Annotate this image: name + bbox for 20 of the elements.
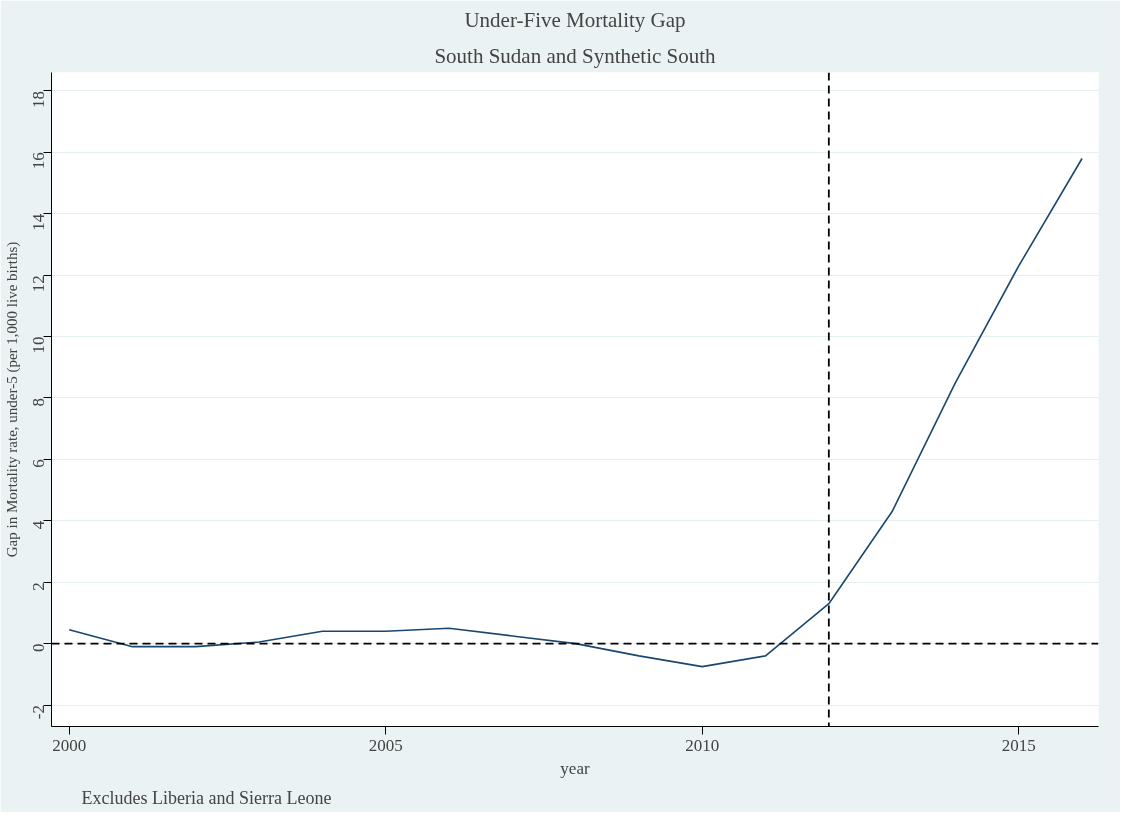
y-tick-label: 4 — [29, 520, 48, 530]
y-tick-label: 6 — [29, 459, 48, 468]
y-tick-label: -2 — [29, 705, 48, 720]
y-tick-label: 10 — [29, 336, 48, 354]
x-tick-label: 2010 — [685, 735, 720, 755]
x-tick-label: 2005 — [368, 735, 403, 755]
y-tick-label: 0 — [29, 643, 48, 653]
x-tick-label: 2000 — [52, 735, 87, 755]
y-tick-label: 8 — [29, 397, 48, 407]
y-tick-label: 2 — [29, 582, 48, 591]
y-tick-label: 12 — [29, 275, 48, 293]
y-axis-title: Gap in Mortality rate, under-5 (per 1,000 live births) — [3, 241, 21, 558]
y-tick-label: 18 — [29, 90, 48, 108]
y-tick-label: 14 — [29, 213, 48, 231]
y-tick-label: 16 — [29, 152, 48, 170]
x-axis-title: year — [560, 758, 590, 778]
text: Excludes Liberia and Sierra Leone — [81, 787, 332, 808]
x-tick-label: 2015 — [1001, 735, 1036, 755]
chart-subtitle: South Sudan and Synthetic South — [434, 43, 717, 68]
chart-title: Under-Five Mortality Gap — [464, 7, 686, 32]
